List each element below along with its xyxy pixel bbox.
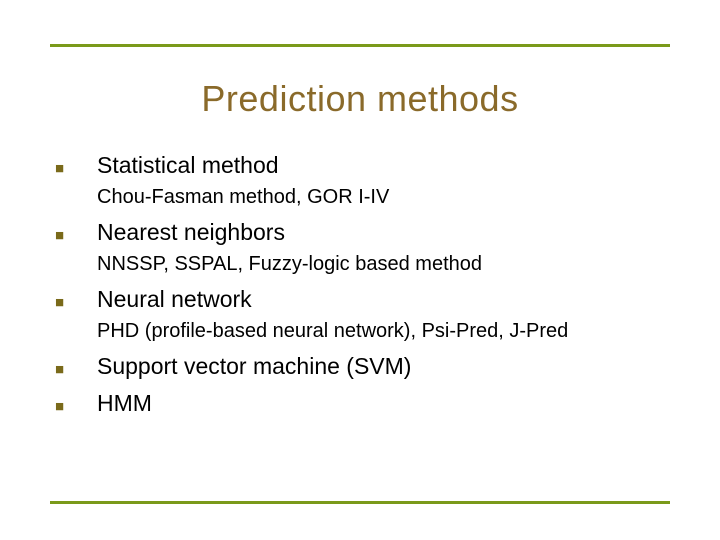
list-item-main-row: ■ Nearest neighbors <box>55 217 670 248</box>
list-item: ■ Statistical method Chou-Fasman method,… <box>55 150 670 211</box>
bullet-icon: ■ <box>55 358 97 382</box>
bottom-horizontal-rule <box>50 501 670 504</box>
content-list: ■ Statistical method Chou-Fasman method,… <box>55 150 670 425</box>
item-main-text: Support vector machine (SVM) <box>97 351 411 381</box>
item-detail-text: NNSSP, SSPAL, Fuzzy-logic based method <box>97 250 670 278</box>
item-detail-text: Chou-Fasman method, GOR I-IV <box>97 183 670 211</box>
list-item: ■ Nearest neighbors NNSSP, SSPAL, Fuzzy-… <box>55 217 670 278</box>
list-item: ■ HMM <box>55 388 670 419</box>
top-horizontal-rule <box>50 44 670 47</box>
item-main-text: HMM <box>97 388 152 418</box>
slide-title: Prediction methods <box>0 78 720 120</box>
bullet-icon: ■ <box>55 157 97 181</box>
list-item: ■ Support vector machine (SVM) <box>55 351 670 382</box>
item-main-text: Neural network <box>97 284 252 314</box>
list-item-main-row: ■ Support vector machine (SVM) <box>55 351 670 382</box>
list-item: ■ Neural network PHD (profile-based neur… <box>55 284 670 345</box>
bullet-icon: ■ <box>55 224 97 248</box>
item-main-text: Statistical method <box>97 150 279 180</box>
bullet-icon: ■ <box>55 395 97 419</box>
item-main-text: Nearest neighbors <box>97 217 285 247</box>
item-detail-text: PHD (profile-based neural network), Psi-… <box>97 317 670 345</box>
list-item-main-row: ■ Neural network <box>55 284 670 315</box>
list-item-main-row: ■ HMM <box>55 388 670 419</box>
bullet-icon: ■ <box>55 291 97 315</box>
list-item-main-row: ■ Statistical method <box>55 150 670 181</box>
